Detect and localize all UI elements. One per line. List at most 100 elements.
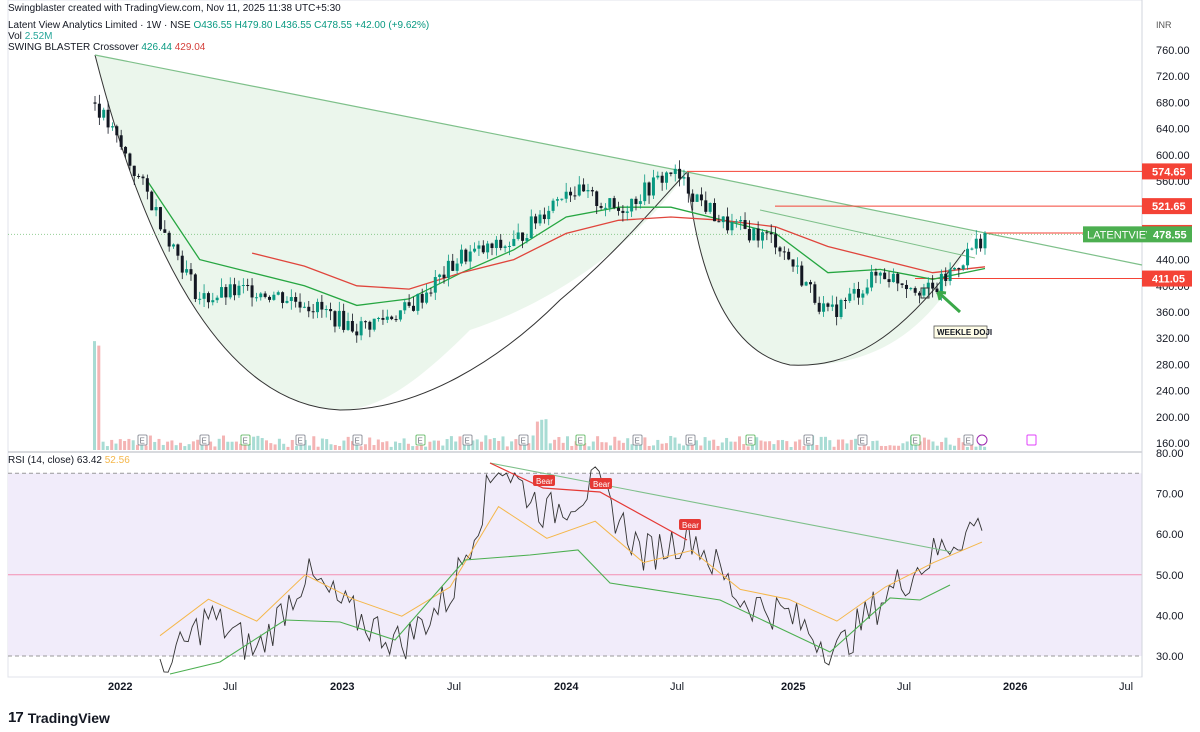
volume-bar (763, 441, 767, 450)
candle-body (289, 297, 293, 301)
price-tick: 440.00 (1156, 255, 1190, 267)
candle-body (206, 293, 210, 303)
candle-body (307, 306, 311, 312)
candle-body (429, 292, 433, 294)
volume-bar (256, 435, 260, 450)
volume-bar (832, 446, 836, 450)
candle-body (477, 245, 481, 249)
volume-bar (600, 442, 604, 450)
volume-bar (273, 444, 277, 450)
volume-bar (553, 439, 557, 450)
volume-bar (269, 443, 273, 450)
earnings-marker: E (910, 434, 921, 446)
price-tick: 320.00 (1156, 333, 1190, 345)
volume-bar (505, 446, 509, 450)
earnings-marker-box (803, 434, 814, 446)
volume-bar (815, 444, 819, 450)
volume-bar (699, 445, 703, 450)
volume-bar (785, 441, 789, 450)
chart-canvas[interactable]: E E E E E E E E E E E E E E E E WEEKLE DOJI 760.00 720.00 6… (0, 0, 1200, 705)
candle-body (507, 245, 511, 247)
candle-body (974, 238, 978, 249)
rsi-bear-divergence (489, 462, 688, 541)
price-level-label: 574.65 (1142, 163, 1192, 180)
volume-bar (368, 437, 372, 450)
candle-body (795, 265, 799, 267)
candle-body (137, 175, 141, 177)
volume-bar (282, 443, 286, 450)
volume-bar (449, 436, 453, 450)
volume-bar (652, 445, 655, 450)
candle-body (167, 232, 171, 247)
candle-body (669, 172, 673, 174)
indicator-legend[interactable]: SWING BLASTER Crossover 426.44 429.04 (8, 42, 205, 53)
volume-legend[interactable]: Vol 2.52M (8, 31, 52, 42)
symbol-name[interactable]: Latent View Analytics Limited · 1W · NSE (8, 20, 191, 31)
volume-label: Vol (8, 31, 22, 42)
candle-body (473, 248, 477, 252)
candle-body (416, 294, 420, 311)
volume-bar (196, 439, 200, 450)
volume-bar (398, 442, 402, 450)
volume-bar (798, 439, 802, 450)
volume-bar (695, 440, 698, 450)
volume-bar (445, 439, 449, 450)
price-level-text: 411.05 (1152, 274, 1185, 286)
volume-bar (230, 441, 234, 450)
volume-bar (97, 345, 101, 450)
volume-bar (308, 445, 311, 450)
volume-bar (617, 440, 621, 450)
candle-body (93, 102, 97, 104)
candle-body (377, 317, 381, 319)
volume-bar (510, 441, 514, 450)
candle-body (835, 304, 839, 317)
earnings-marker-box (963, 434, 974, 446)
volume-bar (707, 440, 711, 450)
candle-body (979, 238, 983, 249)
candle-body (603, 207, 607, 209)
volume-bar (531, 435, 535, 450)
candle-body (512, 238, 516, 246)
volume-bar (613, 436, 617, 450)
volume-bar (561, 442, 565, 450)
earnings-marker: E (632, 434, 643, 446)
volume-value: 2.52M (24, 31, 53, 42)
volume-bar (750, 442, 754, 450)
rsi-tick: 40.00 (1156, 610, 1184, 622)
candle-body (878, 272, 882, 276)
rsi-tick: 50.00 (1156, 570, 1184, 582)
volume-bar (127, 438, 131, 450)
candle-body (403, 302, 407, 311)
tradingview-logo: 17 (8, 709, 24, 726)
candle-body (220, 287, 224, 298)
candle-body (630, 198, 634, 212)
volume-bar (669, 435, 673, 450)
candle-body (490, 243, 494, 249)
candle-body (433, 276, 437, 293)
candle-body (180, 255, 184, 273)
candle-body (547, 210, 551, 220)
earnings-marker-letter: E (521, 437, 526, 446)
candle-body (913, 288, 917, 293)
candle-body (787, 251, 791, 260)
volume-bar (432, 440, 436, 450)
volume-bar (940, 441, 944, 450)
volume-bar (742, 444, 746, 450)
earnings-marker-box (415, 434, 426, 446)
volume-bar (557, 437, 561, 450)
earnings-marker-letter: E (202, 437, 207, 446)
earnings-marker-letter: E (140, 437, 145, 446)
credit-line: Swingblaster created with TradingView.co… (8, 3, 341, 14)
volume-bar (381, 442, 385, 450)
volume-bar (927, 439, 931, 450)
volume-bar (824, 436, 827, 450)
candle-body (909, 288, 913, 290)
candle-body (617, 207, 621, 211)
earnings-marker: E (803, 434, 814, 446)
volume-bar (191, 441, 195, 450)
earnings-marker: E (415, 434, 426, 446)
candle-body (268, 296, 272, 300)
volume-bar (884, 446, 888, 450)
rsi-legend[interactable]: RSI (14, close) 63.42 52.56 (8, 455, 130, 466)
candle-body (769, 232, 773, 235)
